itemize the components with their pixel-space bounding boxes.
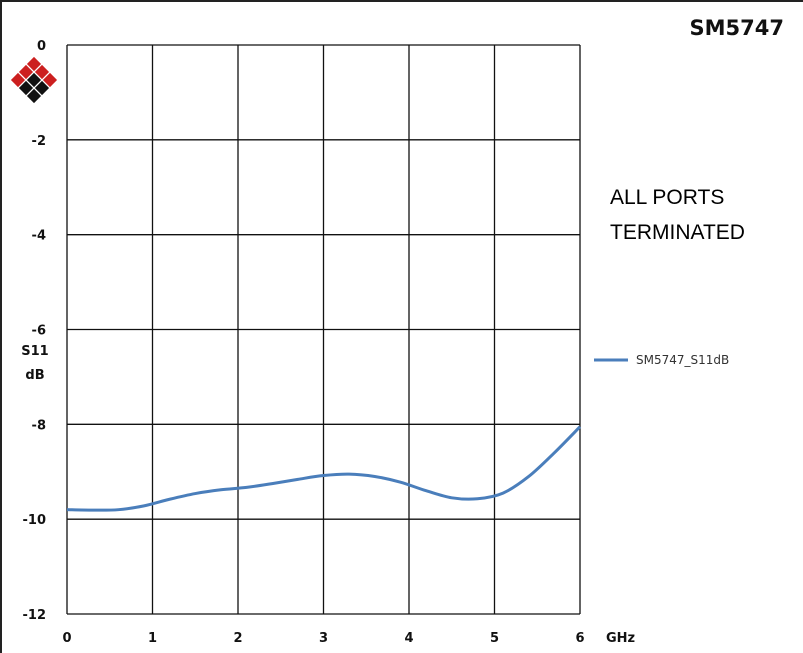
y-axis-label-line-1: S11 — [21, 344, 48, 359]
grid — [66, 44, 581, 615]
x-tick-labels: 0 1 2 3 4 5 6 — [62, 631, 584, 646]
x-tick-label: 2 — [233, 631, 242, 646]
x-tick-label: 1 — [148, 631, 157, 646]
y-tick-label: -10 — [23, 513, 47, 528]
y-tick-label: -8 — [32, 418, 46, 433]
y-tick-label: -6 — [32, 324, 46, 339]
y-tick-label: 0 — [37, 39, 46, 54]
x-tick-label: 0 — [62, 631, 71, 646]
y-tick-label: -12 — [23, 608, 47, 623]
y-tick-labels: 0 -2 -4 -6 -8 -10 -12 — [23, 39, 47, 623]
y-tick-label: -2 — [32, 134, 46, 149]
y-tick-label: -4 — [32, 229, 46, 244]
annotation-line-1: ALL PORTS — [610, 186, 724, 209]
chart-title: SM5747 — [690, 16, 784, 40]
y-axis-label-line-2: dB — [25, 368, 44, 383]
legend: SM5747_S11dB — [594, 353, 729, 367]
series-line-SM5747_S11dB — [66, 425, 582, 512]
annotation-line-2: TERMINATED — [610, 221, 745, 244]
x-tick-label: 3 — [319, 631, 328, 646]
x-tick-label: 6 — [575, 631, 584, 646]
x-tick-label: 4 — [404, 631, 413, 646]
x-tick-label: 5 — [490, 631, 499, 646]
legend-label: SM5747_S11dB — [636, 353, 729, 367]
company-logo — [10, 56, 58, 104]
series-layer — [66, 425, 582, 512]
x-axis-label: GHz — [606, 631, 635, 646]
